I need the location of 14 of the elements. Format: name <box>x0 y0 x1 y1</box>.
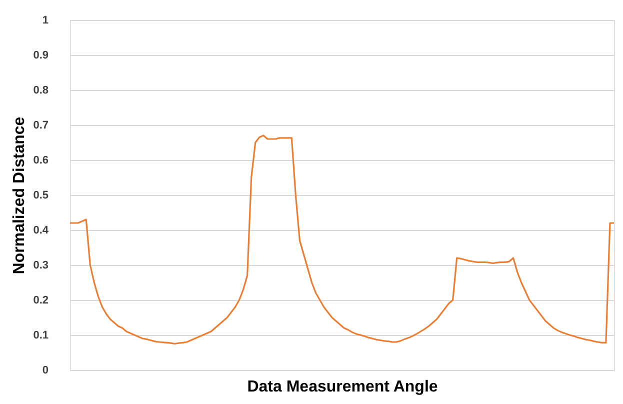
line-series <box>69 134 615 345</box>
x-axis-title: Data Measurement Angle <box>247 378 438 396</box>
y-axis-title: Normalized Distance <box>11 116 28 274</box>
y-tick-label: 0.3 <box>33 260 48 272</box>
y-tick-label: 0.2 <box>33 294 48 306</box>
y-tick-label: 0.6 <box>33 154 48 166</box>
y-tick-label: 0.9 <box>33 50 48 62</box>
y-tick-label: 0.8 <box>33 84 48 96</box>
y-tick-label: 0.1 <box>33 330 48 342</box>
y-tick-label: 0.7 <box>33 120 48 132</box>
y-tick-label: 0.4 <box>33 224 50 236</box>
y-tick-label: 0 <box>42 364 48 376</box>
y-tick-label: 1 <box>42 14 48 26</box>
y-tick-label: 0.5 <box>33 190 48 202</box>
